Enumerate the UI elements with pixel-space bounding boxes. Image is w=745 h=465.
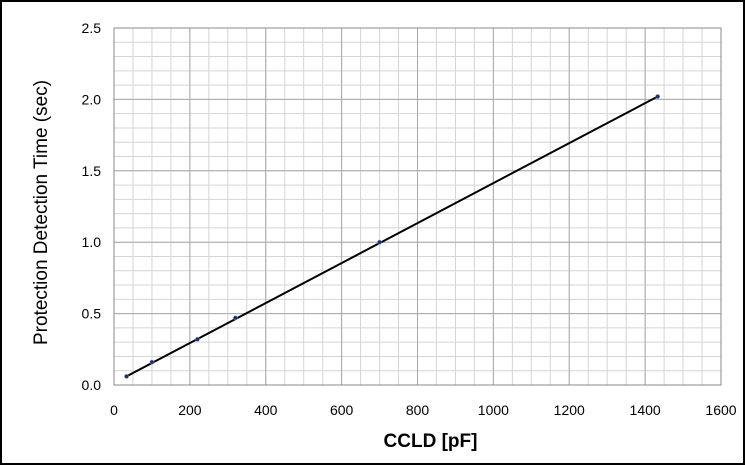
y-tick-label: 0.0 — [82, 377, 102, 393]
data-point — [655, 94, 660, 99]
x-tick-label: 1400 — [630, 402, 661, 418]
data-point — [149, 359, 155, 365]
data-point — [195, 337, 200, 342]
x-tick-label: 1200 — [554, 402, 585, 418]
y-tick-label: 2.0 — [82, 91, 102, 107]
data-point — [377, 239, 382, 245]
x-tick-label: 1600 — [705, 402, 736, 418]
y-axis-label: Protection Detection Time (sec) — [31, 80, 52, 345]
x-tick-label: 200 — [178, 402, 202, 418]
y-tick-label: 1.0 — [82, 234, 102, 250]
x-tick-label: 1000 — [478, 402, 509, 418]
x-tick-label: 600 — [330, 402, 354, 418]
data-point — [233, 315, 238, 321]
trendline — [126, 95, 659, 378]
y-tick-label: 2.5 — [82, 20, 102, 36]
data-point — [124, 374, 129, 379]
y-tick-label: 0.5 — [82, 306, 102, 322]
y-axis-ticks: 0.0 0.5 1.0 1.5 2.0 2.5 — [82, 20, 102, 393]
x-axis-label: CCLD [pF] — [384, 431, 478, 452]
x-tick-label: 800 — [406, 402, 430, 418]
trendline-group — [126, 95, 659, 378]
major-gridlines — [113, 27, 722, 386]
y-tick-label: 1.5 — [82, 163, 102, 179]
x-tick-label: 400 — [254, 402, 278, 418]
x-axis-ticks: 0 200 400 600 800 1000 1200 1400 1600 — [110, 402, 737, 418]
x-tick-label: 0 — [110, 402, 118, 418]
data-points — [124, 94, 660, 379]
plot-area-border — [113, 27, 722, 386]
